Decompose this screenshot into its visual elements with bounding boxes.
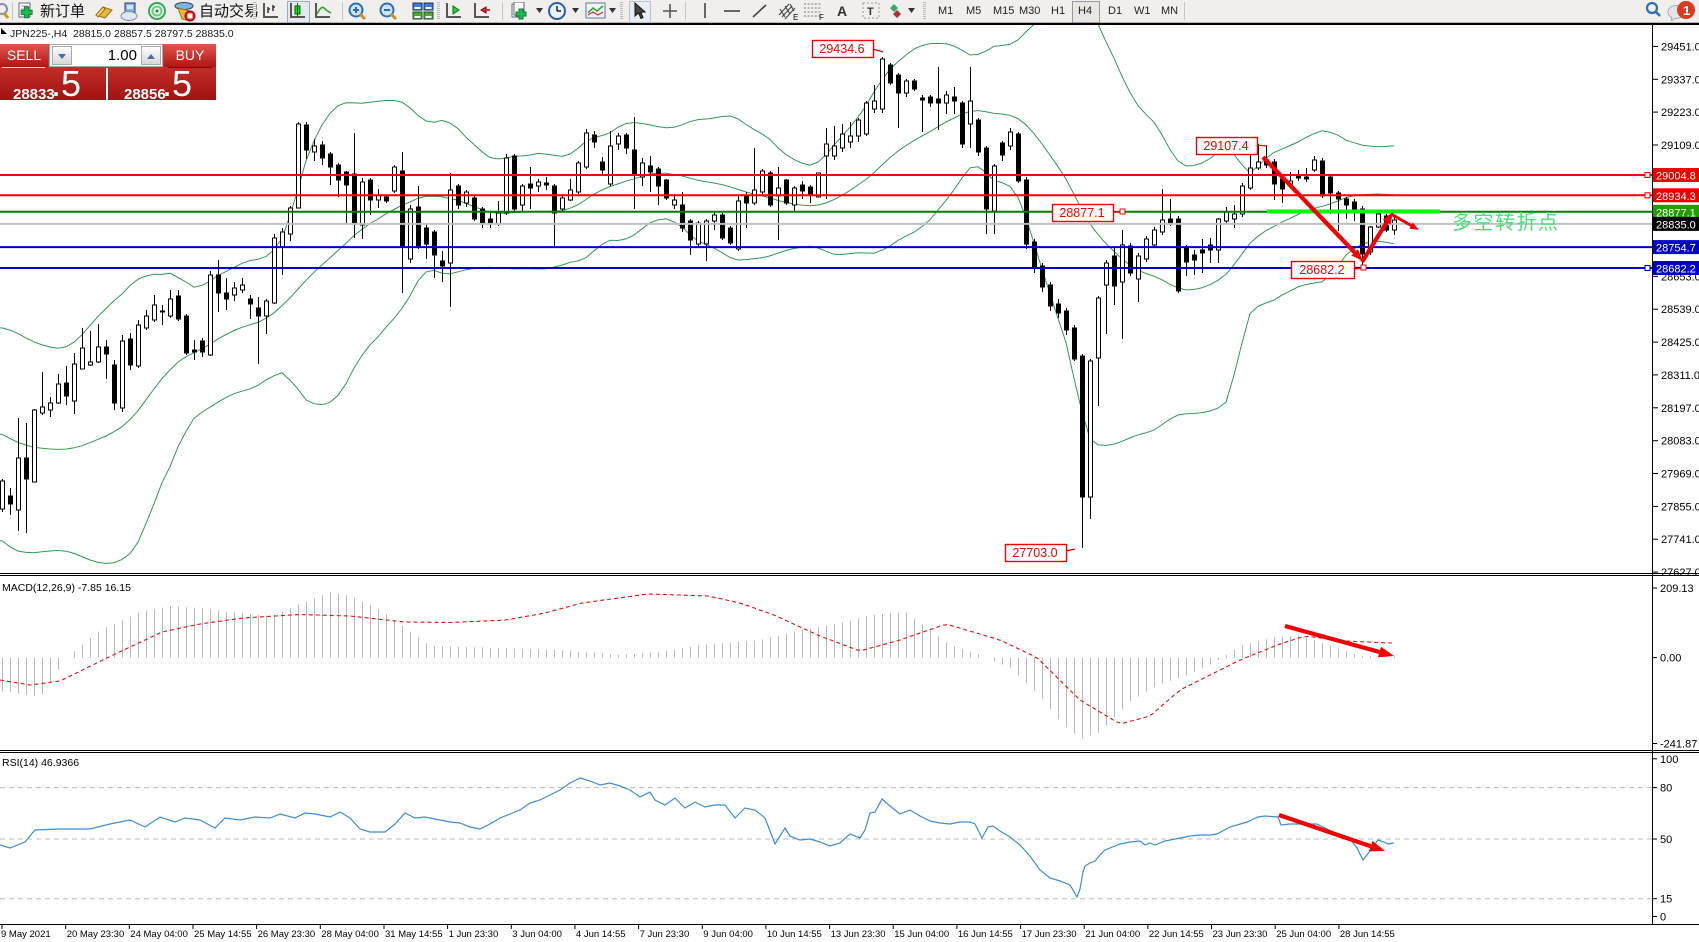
svg-text:28682.2: 28682.2 [1299, 263, 1344, 277]
svg-text:28539.0: 28539.0 [1661, 304, 1699, 316]
svg-text:100: 100 [1660, 754, 1678, 766]
svg-text:80: 80 [1660, 783, 1672, 795]
svg-text:27969.0: 27969.0 [1661, 469, 1699, 481]
svg-text:27855.0: 27855.0 [1661, 501, 1699, 513]
svg-text:0: 0 [1660, 912, 1666, 924]
svg-text:16 Jun 14:55: 16 Jun 14:55 [958, 929, 1013, 940]
svg-text:50: 50 [1660, 834, 1672, 846]
svg-text:28425.0: 28425.0 [1661, 337, 1699, 349]
svg-text:28197.0: 28197.0 [1661, 403, 1699, 415]
svg-text:多空转折点: 多空转折点 [1452, 211, 1560, 234]
svg-text:10 Jun 14:55: 10 Jun 14:55 [767, 929, 822, 940]
svg-text:29004.8: 29004.8 [1656, 171, 1696, 183]
svg-text:28934.3: 28934.3 [1656, 191, 1696, 203]
svg-text:25 Jun 04:00: 25 Jun 04:00 [1276, 929, 1331, 940]
svg-text:29337.0: 29337.0 [1661, 74, 1699, 86]
svg-text:-241.87: -241.87 [1660, 739, 1697, 751]
svg-text:9 May 2021: 9 May 2021 [1, 929, 51, 940]
svg-text:F: F [819, 13, 824, 21]
svg-text:E: E [793, 13, 798, 21]
svg-text:RSI(14) 46.9366: RSI(14) 46.9366 [2, 757, 79, 769]
svg-text:29109.0: 29109.0 [1661, 140, 1699, 152]
svg-text:28835.0: 28835.0 [1656, 219, 1696, 231]
svg-text:28 Jun 14:55: 28 Jun 14:55 [1340, 929, 1395, 940]
svg-text:209.13: 209.13 [1660, 583, 1694, 595]
svg-text:27703.0: 27703.0 [1012, 546, 1057, 560]
svg-text:7 Jun 23:30: 7 Jun 23:30 [640, 929, 690, 940]
svg-text:9 Jun 04:00: 9 Jun 04:00 [703, 929, 753, 940]
svg-text:24 May 04:00: 24 May 04:00 [130, 929, 188, 940]
svg-text:15: 15 [1660, 894, 1672, 906]
svg-text:17 Jun 23:30: 17 Jun 23:30 [1022, 929, 1077, 940]
svg-text:28754.7: 28754.7 [1656, 243, 1696, 255]
svg-text:1: 1 [1683, 3, 1690, 18]
svg-text:27741.0: 27741.0 [1661, 534, 1699, 546]
svg-text:3 Jun 04:00: 3 Jun 04:00 [512, 929, 562, 940]
svg-text:13 Jun 23:30: 13 Jun 23:30 [831, 929, 886, 940]
svg-text:15 Jun 04:00: 15 Jun 04:00 [894, 929, 949, 940]
svg-text:1 Jun 23:30: 1 Jun 23:30 [449, 929, 499, 940]
svg-text:27627.0: 27627.0 [1661, 567, 1699, 579]
svg-text:MACD(12,26,9) -7.85 16.15: MACD(12,26,9) -7.85 16.15 [2, 582, 131, 594]
svg-text:31 May 14:55: 31 May 14:55 [385, 929, 443, 940]
svg-text:28 May 04:00: 28 May 04:00 [321, 929, 379, 940]
svg-text:23 Jun 23:30: 23 Jun 23:30 [1213, 929, 1268, 940]
svg-text:29451.0: 29451.0 [1661, 41, 1699, 53]
svg-text:28083.0: 28083.0 [1661, 436, 1699, 448]
svg-text:4 Jun 14:55: 4 Jun 14:55 [576, 929, 626, 940]
svg-text:29223.0: 29223.0 [1661, 107, 1699, 119]
svg-text:T: T [867, 6, 874, 18]
svg-text:28311.0: 28311.0 [1661, 370, 1699, 382]
svg-text:28877.1: 28877.1 [1059, 206, 1104, 220]
svg-text:JPN225-,H4 28815.0 28857.5 28: JPN225-,H4 28815.0 28857.5 28797.5 28835… [10, 28, 234, 40]
svg-text:29434.6: 29434.6 [819, 42, 864, 56]
svg-text:22 Jun 14:55: 22 Jun 14:55 [1149, 929, 1204, 940]
svg-text:20 May 23:30: 20 May 23:30 [67, 929, 125, 940]
svg-text:28682.2: 28682.2 [1656, 264, 1696, 276]
svg-text:29107.4: 29107.4 [1203, 139, 1248, 153]
svg-text:0.00: 0.00 [1660, 653, 1681, 665]
svg-text:28877.1: 28877.1 [1656, 207, 1696, 219]
svg-text:26 May 23:30: 26 May 23:30 [258, 929, 316, 940]
svg-text:21 Jun 04:00: 21 Jun 04:00 [1085, 929, 1140, 940]
svg-text:25 May 14:55: 25 May 14:55 [194, 929, 252, 940]
